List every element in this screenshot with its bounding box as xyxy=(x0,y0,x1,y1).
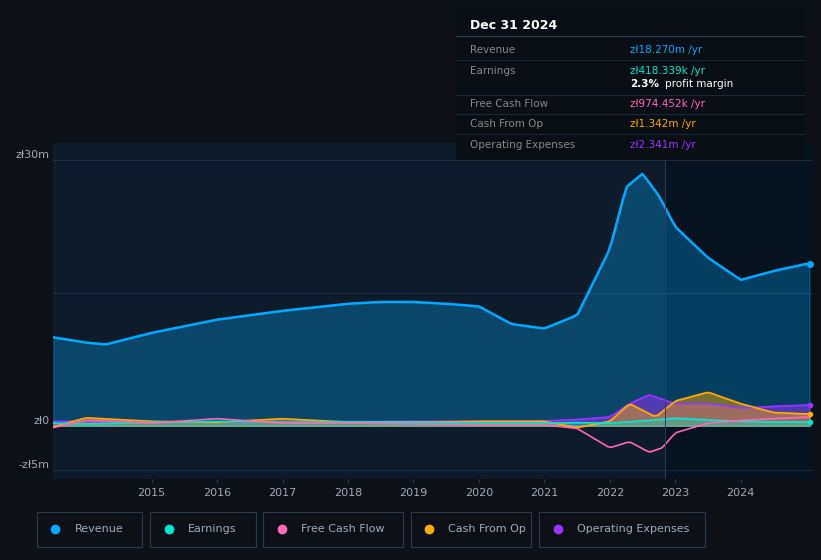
Text: Earnings: Earnings xyxy=(188,524,236,534)
Text: Operating Expenses: Operating Expenses xyxy=(470,140,575,150)
Text: zł1.342m /yr: zł1.342m /yr xyxy=(631,119,696,129)
Text: zł418.339k /yr: zł418.339k /yr xyxy=(631,66,705,76)
Text: Cash From Op: Cash From Op xyxy=(470,119,543,129)
Text: profit margin: profit margin xyxy=(665,80,733,90)
Text: 2.3%: 2.3% xyxy=(631,80,659,90)
Text: Free Cash Flow: Free Cash Flow xyxy=(301,524,384,534)
Bar xyxy=(666,143,819,479)
Text: zł974.452k /yr: zł974.452k /yr xyxy=(631,99,705,109)
Text: -zł5m: -zł5m xyxy=(19,460,49,470)
Text: Dec 31 2024: Dec 31 2024 xyxy=(470,19,557,32)
Text: Revenue: Revenue xyxy=(470,45,515,55)
Text: zł2.341m /yr: zł2.341m /yr xyxy=(631,140,696,150)
Text: Operating Expenses: Operating Expenses xyxy=(576,524,689,534)
Text: Revenue: Revenue xyxy=(75,524,123,534)
Text: Free Cash Flow: Free Cash Flow xyxy=(470,99,548,109)
Text: Earnings: Earnings xyxy=(470,66,515,76)
Text: zł18.270m /yr: zł18.270m /yr xyxy=(631,45,703,55)
Text: Cash From Op: Cash From Op xyxy=(448,524,526,534)
Text: zł30m: zł30m xyxy=(16,151,49,161)
Text: zł0: zł0 xyxy=(34,416,49,426)
